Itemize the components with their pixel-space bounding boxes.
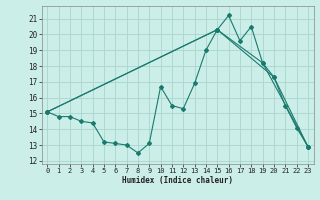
X-axis label: Humidex (Indice chaleur): Humidex (Indice chaleur)	[122, 176, 233, 185]
